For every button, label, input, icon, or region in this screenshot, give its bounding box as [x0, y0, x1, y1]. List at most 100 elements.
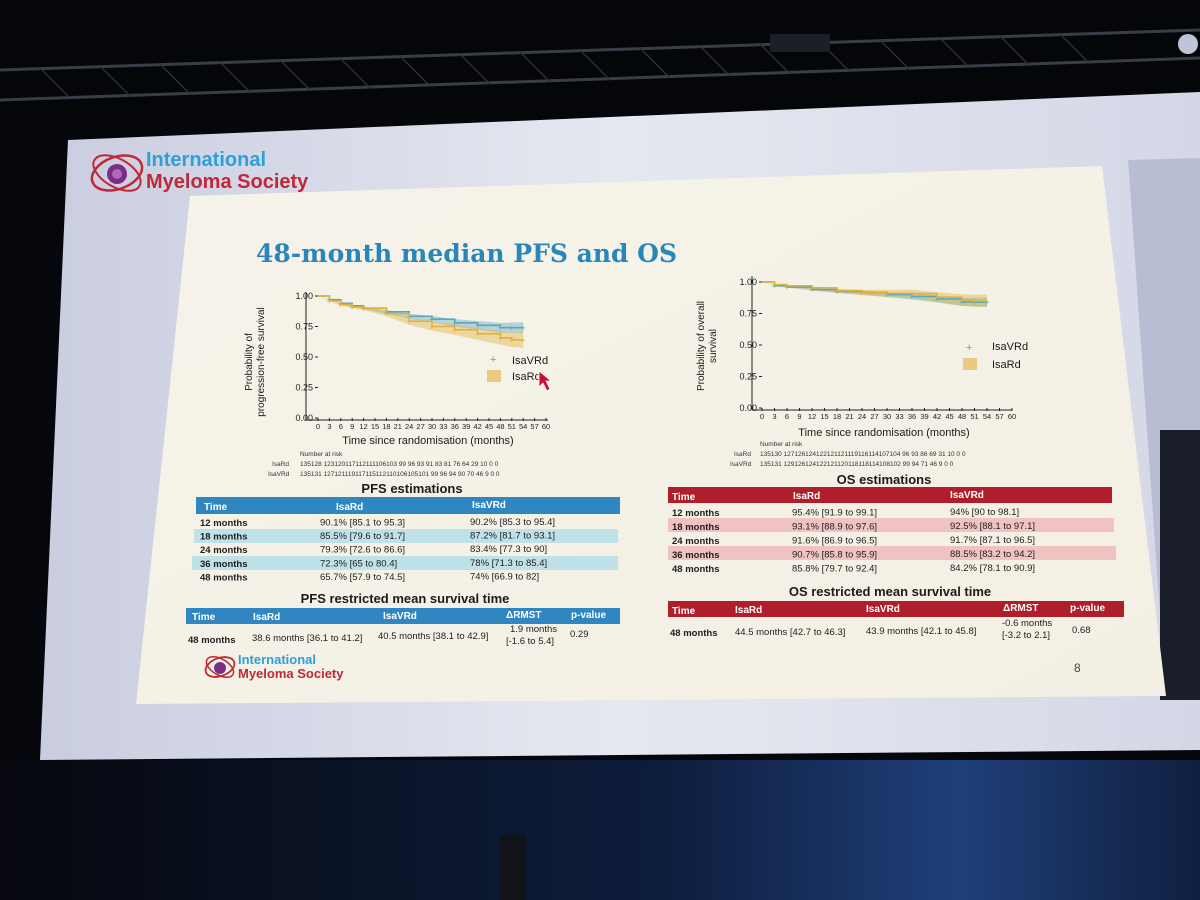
os-table-title: OS estimations — [837, 472, 932, 487]
pfs-legend-isavrd-marker: + — [490, 354, 496, 366]
pfs-rmst-delta: 1.9 months — [510, 624, 557, 635]
os-risk-counts-isavrd: 135131 129126124122121120118118114108102… — [760, 461, 954, 468]
table-row-isavrd: 92.5% [88.1 to 97.1] — [950, 521, 1035, 532]
table-row-time: 24 months — [200, 545, 248, 556]
pfs-x-ticks: 0 3 6 9 12 15 18 21 24 27 30 33 36 39 42 45 48 51 54 57 60 — [316, 418, 550, 431]
os-table-header-isard: IsaRd — [793, 491, 820, 502]
os-rmst-title: OS restricted mean survival time — [789, 584, 991, 599]
os-x-tick-label: 6 — [785, 412, 789, 421]
pfs-risk-counts-isard: 135128 123120117112111106103 99 96 93 91… — [300, 461, 499, 468]
os-x-tick-label: 48 — [958, 412, 966, 421]
os-table-stripe — [668, 518, 1114, 532]
os-x-tick-label: 60 — [1008, 412, 1016, 421]
os-kaplan-meier-chart: Probability of overall survival 0.00 0.25… — [696, 276, 1028, 468]
os-x-tick-label: 30 — [883, 412, 891, 421]
os-legend: + IsaVRd IsaRd — [963, 341, 1028, 371]
os-xlabel: Time since randomisation (months) — [798, 427, 969, 439]
pfs-table-header-isard: IsaRd — [336, 502, 363, 513]
pfs-rmst-time: 48 months — [188, 635, 236, 646]
os-survival-curves: + + + + + + + + + + ++ + + + + + + + + + + — [762, 281, 990, 307]
os-y-tick-label: 0.75 — [739, 309, 757, 319]
os-x-tick-label: 42 — [933, 412, 941, 421]
pfs-x-tick-label: 15 — [371, 422, 379, 431]
pfs-legend-isard-label: IsaRd — [512, 371, 541, 383]
pfs-kaplan-meier-chart: Probability of progression-free survival… — [244, 291, 553, 478]
pfs-rmst-pvalue: 0.29 — [570, 629, 589, 640]
stage-floor — [0, 760, 1200, 900]
pfs-risk-counts-isavrd: 135131 127121119117115112110106105101 99… — [300, 471, 500, 478]
os-censor-mark: + — [972, 297, 977, 306]
pfs-table-rows: 12 months 90.1% [85.1 to 95.3] 90.2% [85.3… — [200, 517, 555, 583]
pfs-rmst-header-time: Time — [192, 612, 216, 623]
pfs-band-isavrd — [318, 296, 524, 334]
pfs-y-tick-label: 0.25 — [295, 383, 313, 393]
slide-title: 48-month median PFS and OS — [256, 239, 677, 268]
pfs-censor-mark: + — [509, 336, 514, 345]
table-row-isard: 93.1% [88.9 to 97.6] — [792, 522, 877, 533]
table-row-isard: 91.6% [86.9 to 96.5] — [792, 536, 877, 547]
table-row-time: 36 months — [200, 559, 248, 570]
pfs-risk-arm-isard: IsaRd — [272, 461, 289, 468]
pfs-x-tick-label: 36 — [451, 422, 459, 431]
pfs-rmst-isard: 38.6 months [36.1 to 41.2] — [252, 633, 362, 644]
os-table-rows: 12 months 95.4% [91.9 to 99.1] 94% [90 to … — [672, 507, 1035, 575]
os-censor-mark: + — [985, 297, 990, 306]
os-rmst-header-isard: IsaRd — [735, 605, 762, 616]
os-censor-mark: + — [785, 283, 790, 292]
ceiling-truss — [0, 0, 1200, 120]
pfs-y-tick-label: 0.00 — [295, 413, 313, 423]
table-row-isavrd: 83.4% [77.3 to 90] — [470, 544, 547, 555]
pfs-rmst-title: PFS restricted mean survival time — [301, 591, 510, 606]
os-risk-arm-isard: IsaRd — [734, 451, 751, 458]
os-rmst-time: 48 months — [670, 628, 718, 639]
os-censor-mark: + — [985, 298, 990, 307]
os-table-header-time: Time — [672, 492, 696, 503]
os-legend-isavrd-label: IsaVRd — [992, 341, 1028, 353]
pfs-table-header-bar — [196, 497, 620, 514]
table-row-isavrd: 84.2% [78.1 to 90.9] — [950, 563, 1035, 574]
pfs-legend-isavrd-label: IsaVRd — [512, 355, 548, 367]
pfs-censor-mark: + — [407, 317, 412, 326]
table-row-isard: 90.7% [85.8 to 95.9] — [792, 550, 877, 561]
os-x-tick-label: 45 — [945, 412, 953, 421]
pfs-x-tick-label: 33 — [439, 422, 447, 431]
os-y-tick-label: 1.00 — [739, 277, 757, 287]
pfs-censor-mark: + — [327, 297, 332, 306]
pfs-rmst-isavrd: 40.5 months [38.1 to 42.9] — [378, 631, 488, 642]
os-legend-isavrd-marker: + — [966, 342, 972, 354]
os-table-header-bar — [668, 487, 1112, 503]
pfs-censor-mark: + — [475, 330, 480, 339]
os-number-at-risk: Number at risk IsaRd 135130 127126124122… — [730, 441, 966, 468]
pfs-censor-mark: + — [361, 304, 366, 313]
pfs-x-tick-label: 9 — [350, 422, 354, 431]
table-row-isavrd: 74% [66.9 to 82] — [470, 571, 539, 582]
os-censor-mark: + — [810, 286, 815, 295]
pfs-rmst-header-isavrd: IsaVRd — [383, 611, 417, 622]
pfs-x-tick-label: 21 — [394, 422, 402, 431]
table-row-isard: 90.1% [85.1 to 95.3] — [320, 518, 405, 529]
pfs-censor-mark: + — [452, 326, 457, 335]
pfs-y-axis-label: Probability of progression-free survival — [244, 307, 267, 417]
os-rmst-header-isavrd: IsaVRd — [866, 604, 900, 615]
table-row-time: 48 months — [200, 572, 248, 583]
os-censor-mark: + — [772, 281, 777, 290]
pfs-y-tick-label: 1.00 — [295, 291, 313, 301]
pfs-x-tick-label: 24 — [405, 422, 413, 431]
pfs-x-tick-label: 27 — [416, 422, 424, 431]
os-curve-isard — [762, 281, 987, 302]
table-row-isavrd: 78% [71.3 to 85.4] — [470, 558, 547, 569]
os-x-tick-label: 12 — [808, 412, 816, 421]
table-row-isavrd: 94% [90 to 98.1] — [950, 507, 1019, 518]
os-rmst-table: OS restricted mean survival time Time Is… — [668, 584, 1124, 641]
footer-society-line1: International — [238, 652, 316, 667]
pfs-estimations-table: PFS estimations Time IsaRd IsaVRd 12 mon… — [192, 481, 620, 583]
speaker-stand — [1160, 430, 1200, 700]
os-x-tick-label: 9 — [797, 412, 801, 421]
os-y-tick-label: 0.50 — [739, 340, 757, 350]
pfs-rmst-header-isard: IsaRd — [253, 612, 280, 623]
os-censor-mark: + — [860, 289, 865, 298]
pfs-censor-mark: + — [430, 315, 435, 324]
os-ylabel-line2: survival — [708, 329, 719, 363]
os-band-isavrd — [762, 282, 987, 307]
pfs-survival-curves: + + + + + + + + + + + ++ + + ++++ + + + + + — [318, 295, 526, 345]
